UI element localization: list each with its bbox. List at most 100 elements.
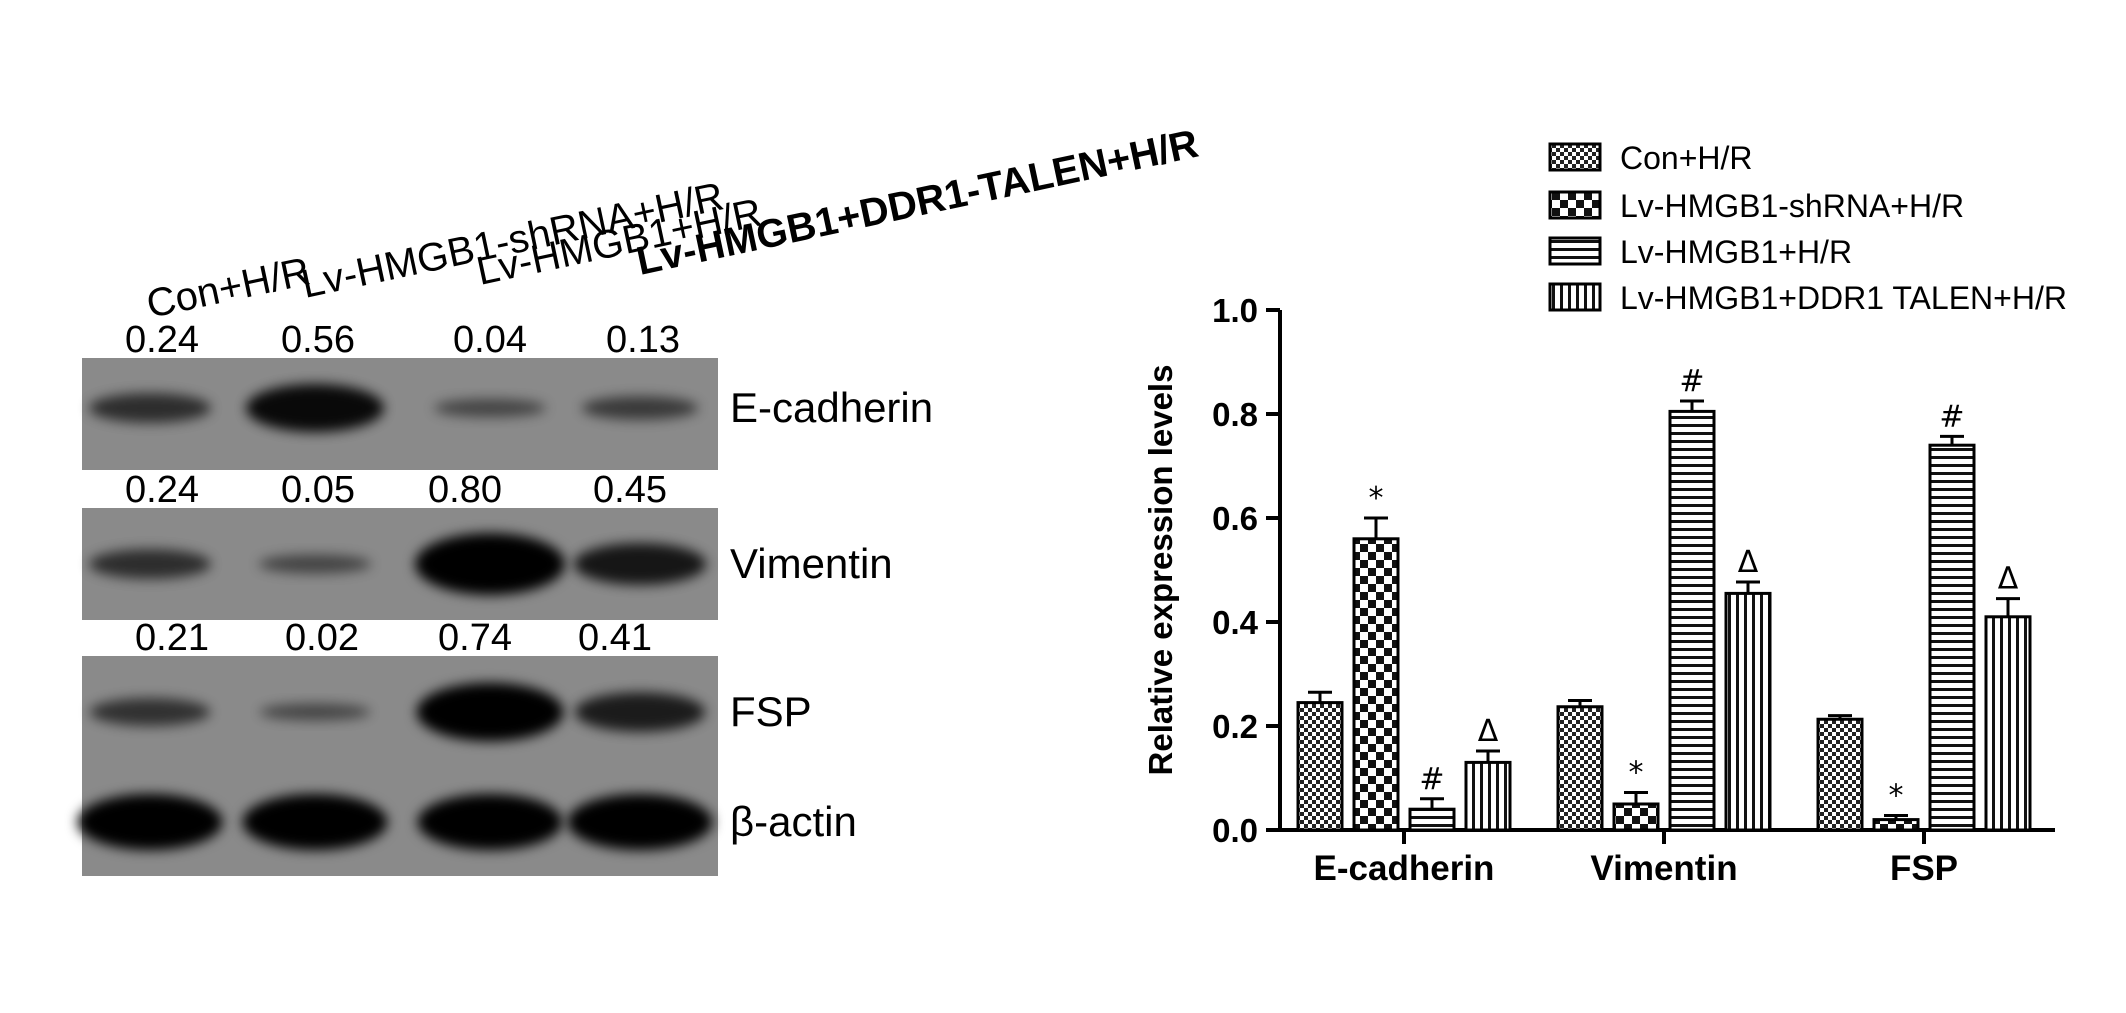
band-actin-lane-2 (242, 793, 388, 851)
band-label-fsp: FSP (730, 688, 812, 735)
significance-mark: Δ (1478, 714, 1499, 749)
band-vimentin-lane-3 (415, 533, 565, 595)
bar-fsp-lv-hmgb1-h-r: # (1928, 399, 1976, 832)
bar (1612, 802, 1660, 832)
category-label-vimentin: Vimentin (1590, 849, 1737, 888)
legend-label: Lv-HMGB1+DDR1 TALEN+H/R (1620, 280, 2067, 316)
density-value: 0.45 (593, 469, 667, 511)
bar (1724, 591, 1772, 832)
density-value: 0.41 (578, 617, 652, 659)
band-actin-lane-4 (567, 793, 713, 851)
bar-vimentin-con-h-r (1556, 699, 1604, 832)
blot-row-e-cadherin: E-cadherin 0.24 0.56 0.04 0.13 (82, 319, 933, 470)
y-tick-label: 0.6 (1212, 500, 1258, 537)
bar-fsp-lv-hmgb1-shrna-h-r: * (1872, 778, 1920, 832)
significance-mark: # (1679, 364, 1704, 399)
chart-bars: * # Δ * # Δ * # Δ (1296, 364, 2032, 832)
legend-label: Con+H/R (1620, 140, 1753, 176)
bar (1408, 807, 1456, 832)
legend-label: Lv-HMGB1+H/R (1620, 234, 1852, 270)
y-tick-label: 0.8 (1212, 396, 1258, 433)
band-fsp-lane-3 (416, 682, 564, 742)
density-value: 0.56 (281, 319, 355, 361)
band-e-cadherin-lane-2 (246, 383, 384, 433)
band-label-vimentin: Vimentin (730, 540, 893, 587)
bar (1352, 537, 1400, 832)
western-blot-panel: Con+H/RLv-HMGB1-shRNA+H/RLv-HMGB1+H/RLv-… (77, 122, 1202, 876)
band-vimentin-lane-1 (89, 549, 211, 579)
bar-e-cadherin-lv-hmgb1-shrna-h-r: * (1352, 481, 1400, 832)
legend-item-4: Lv-HMGB1+DDR1 TALEN+H/R (1548, 280, 2067, 316)
significance-mark: # (1419, 762, 1444, 797)
legend-label: Lv-HMGB1-shRNA+H/R (1620, 188, 1964, 224)
legend-swatch (1548, 142, 1602, 172)
significance-mark: * (1369, 481, 1384, 516)
band-fsp-lane-4 (574, 692, 706, 732)
density-value: 0.80 (428, 469, 502, 511)
bar (1984, 615, 2032, 832)
y-tick-label: 0.0 (1212, 812, 1258, 849)
bar-vimentin-lv-hmgb1-ddr1-talen-h-r: Δ (1724, 545, 1772, 832)
y-tick-label: 0.4 (1212, 604, 1259, 641)
bar (1556, 705, 1604, 832)
legend-swatch (1548, 190, 1602, 220)
legend-item-2: Lv-HMGB1-shRNA+H/R (1548, 188, 1964, 224)
western-blot-rows: E-cadherin 0.24 0.56 0.04 0.13 Vimentin 0.24 0.… (77, 319, 933, 876)
significance-mark: Δ (1998, 562, 2019, 597)
density-value: 0.24 (125, 319, 199, 361)
bar-vimentin-lv-hmgb1-h-r: # (1668, 364, 1716, 832)
legend-swatch (1548, 282, 1602, 312)
band-vimentin-lane-2 (258, 554, 372, 574)
legend-swatch (1548, 236, 1602, 266)
band-label-e-cadherin: E-cadherin (730, 384, 933, 431)
legend-item-1: Con+H/R (1548, 140, 1753, 176)
bar (1816, 717, 1864, 832)
bar (1296, 701, 1344, 832)
bar-e-cadherin-lv-hmgb1-h-r: # (1408, 762, 1456, 832)
band-actin-lane-3 (417, 793, 563, 851)
band-vimentin-lane-4 (573, 543, 707, 585)
y-tick-label: 0.2 (1212, 708, 1258, 745)
density-value: 0.05 (281, 469, 355, 511)
band-e-cadherin-lane-3 (434, 398, 546, 418)
bar-fsp-lv-hmgb1-ddr1-talen-h-r: Δ (1984, 562, 2032, 832)
y-tick-label: 1.0 (1212, 292, 1258, 329)
density-value: 0.24 (125, 469, 199, 511)
bar-e-cadherin-lv-hmgb1-ddr1-talen-h-r: Δ (1464, 714, 1512, 832)
band-fsp-lane-1 (89, 697, 211, 727)
category-label-fsp: FSP (1890, 849, 1958, 888)
density-value: 0.21 (135, 617, 209, 659)
band-fsp-lane-2 (259, 703, 371, 721)
bar (1668, 409, 1716, 832)
density-value: 0.02 (285, 617, 359, 659)
chart-axes: 0.0 0.2 0.4 0.6 0.8 1.0 Relative expression le… (1142, 292, 2055, 888)
western-blot-lane-labels: Con+H/RLv-HMGB1-shRNA+H/RLv-HMGB1+H/RLv-… (143, 122, 1202, 327)
density-value: 0.04 (453, 319, 527, 361)
significance-mark: * (1889, 778, 1904, 813)
band-actin-lane-1 (77, 793, 223, 851)
blot-row-fsp: FSP 0.21 0.02 0.74 0.41 (82, 617, 812, 768)
bar (1928, 443, 1976, 832)
bar-vimentin-lv-hmgb1-shrna-h-r: * (1612, 756, 1660, 832)
y-axis-title: Relative expression levels (1142, 365, 1179, 776)
bar-e-cadherin-con-h-r (1296, 690, 1344, 832)
blot-row-actin: β-actin (77, 768, 857, 876)
band-e-cadherin-lane-1 (89, 393, 211, 423)
legend-item-3: Lv-HMGB1+H/R (1548, 234, 1852, 270)
band-label-actin: β-actin (730, 798, 857, 845)
significance-mark: * (1629, 756, 1644, 791)
lane-label-1: Con+H/R (143, 249, 314, 326)
category-label-e-cadherin: E-cadherin (1314, 849, 1495, 888)
bar-fsp-con-h-r (1816, 714, 1864, 832)
significance-mark: Δ (1738, 545, 1759, 580)
significance-mark: # (1939, 399, 1964, 434)
density-value: 0.74 (438, 617, 512, 659)
bar (1872, 818, 1920, 832)
blot-row-vimentin: Vimentin 0.24 0.05 0.80 0.45 (82, 469, 893, 620)
density-value: 0.13 (606, 319, 680, 361)
bar (1464, 760, 1512, 832)
band-e-cadherin-lane-4 (581, 396, 699, 420)
bar-chart: Con+H/R Lv-HMGB1-shRNA+H/R Lv-HMGB1+H/R Lv-… (1142, 140, 2067, 888)
chart-legend: Con+H/R Lv-HMGB1-shRNA+H/R Lv-HMGB1+H/R Lv-… (1548, 140, 2067, 316)
